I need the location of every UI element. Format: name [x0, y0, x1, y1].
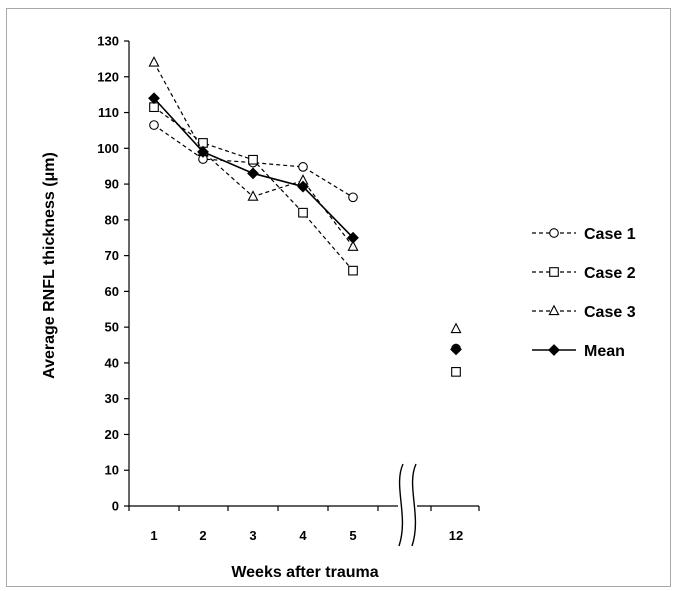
x-tick-label: 2 — [199, 528, 206, 543]
y-tick-label: 90 — [105, 177, 119, 192]
y-tick-label: 40 — [105, 355, 119, 370]
y-tick-label: 0 — [112, 499, 119, 514]
y-tick-label: 30 — [105, 391, 119, 406]
x-axis-title: Weeks after trauma — [231, 564, 378, 581]
legend-label: Mean — [584, 343, 625, 360]
data-point — [197, 145, 209, 158]
legend-item: Case 1 — [532, 226, 636, 243]
legend-label: Case 2 — [584, 265, 636, 282]
legend-marker — [549, 228, 559, 238]
y-tick-label: 120 — [97, 69, 119, 84]
y-tick-label: 70 — [105, 248, 119, 263]
data-point — [248, 154, 258, 165]
data-point — [348, 192, 358, 203]
legend-item: Case 3 — [532, 304, 636, 321]
series-case-3 — [148, 56, 462, 334]
y-tick-label: 100 — [97, 141, 119, 156]
data-point — [149, 120, 159, 130]
data-point — [347, 240, 359, 251]
data-point — [148, 56, 160, 67]
y-tick-label: 80 — [105, 212, 119, 227]
legend-marker — [549, 267, 559, 277]
y-tick-label: 50 — [105, 320, 119, 335]
x-tick-label: 5 — [349, 528, 356, 543]
data-point — [347, 231, 359, 244]
data-point — [297, 180, 309, 193]
data-point — [247, 167, 259, 180]
y-axis-title: Average RNFL thickness (μm) — [41, 152, 58, 379]
y-tick-label: 130 — [97, 34, 119, 49]
series-line — [153, 62, 354, 248]
legend-label: Case 3 — [584, 304, 636, 321]
legend-marker — [548, 304, 560, 316]
legend-item: Case 2 — [532, 265, 636, 282]
data-point — [149, 102, 159, 113]
y-tick-label: 60 — [105, 284, 119, 299]
series-case-1 — [149, 120, 461, 354]
data-point — [298, 207, 308, 218]
data-point — [247, 190, 259, 201]
data-point — [298, 162, 308, 172]
chart-frame: 0 10 20 30 40 50 60 70 80 90 100 110 120 130 1 2 3 4 5 12 We… — [6, 8, 671, 587]
data-point — [348, 265, 358, 276]
legend-marker — [548, 344, 560, 356]
x-axis-break-mark — [398, 463, 404, 547]
legend-label: Case 1 — [584, 226, 636, 243]
data-point — [450, 343, 462, 356]
x-tick-label: 1 — [150, 528, 157, 543]
series-mean — [148, 92, 462, 356]
y-tick-label: 20 — [105, 427, 119, 442]
data-point — [148, 92, 160, 105]
x-axis-break-mark — [411, 463, 417, 547]
data-point — [450, 322, 462, 334]
x-tick-label: 3 — [249, 528, 256, 543]
x-tick-label: 4 — [299, 528, 307, 543]
y-tick-label: 10 — [105, 463, 119, 478]
legend-item: Mean — [532, 343, 625, 360]
y-tick-label: 110 — [98, 105, 119, 120]
data-point — [451, 367, 461, 377]
x-tick-label: 12 — [449, 528, 463, 543]
